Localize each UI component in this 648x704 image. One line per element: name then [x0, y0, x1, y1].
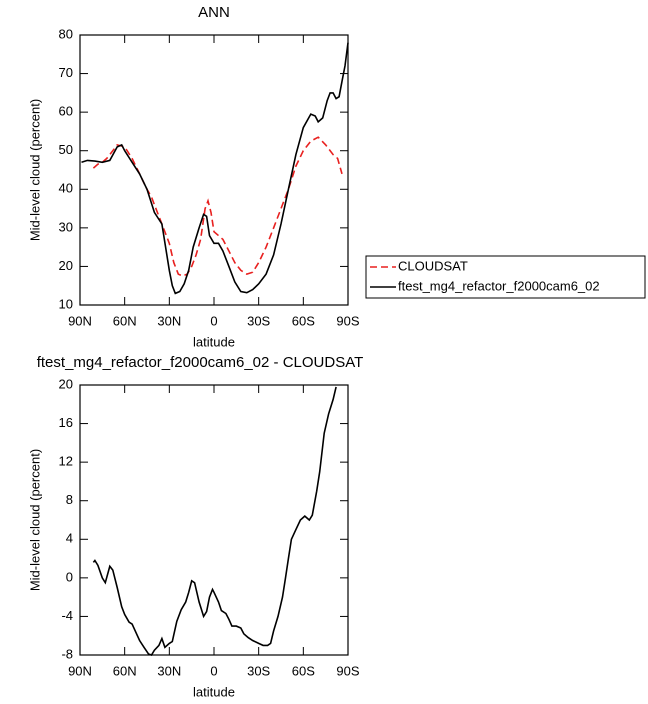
x-tick-label: 30N [157, 313, 181, 328]
y-tick-label: 40 [59, 181, 73, 196]
y-tick-label: 60 [59, 104, 73, 119]
x-tick-label: 30S [247, 313, 270, 328]
data-line [92, 386, 337, 656]
data-line [92, 136, 343, 277]
y-tick-label: 16 [59, 415, 73, 430]
x-tick-label: 30S [247, 663, 270, 678]
x-tick-label: 60S [292, 663, 315, 678]
x-tick-label: 90S [336, 663, 359, 678]
y-tick-label: 12 [59, 454, 73, 469]
x-tick-label: 60N [113, 313, 137, 328]
x-tick-label: 90N [68, 313, 92, 328]
legend-label: ftest_mg4_refactor_f2000cam6_02 [398, 278, 600, 293]
y-tick-label: 4 [66, 531, 73, 546]
legend-label: CLOUDSAT [398, 258, 468, 273]
x-tick-label: 30N [157, 663, 181, 678]
y-tick-label: 50 [59, 142, 73, 157]
x-axis-label: latitude [193, 334, 235, 349]
y-tick-label: -8 [61, 646, 73, 661]
data-line [81, 42, 349, 295]
chart-title: ftest_mg4_refactor_f2000cam6_02 - CLOUDS… [37, 354, 364, 371]
y-axis-label: Mid-level cloud (percent) [27, 449, 42, 591]
x-tick-label: 90N [68, 663, 92, 678]
legend-box [365, 255, 646, 299]
y-tick-label: 80 [59, 26, 73, 41]
y-tick-label: -4 [61, 608, 73, 623]
y-tick-label: 70 [59, 65, 73, 80]
y-tick-label: 8 [66, 492, 73, 507]
y-tick-label: 30 [59, 219, 73, 234]
y-tick-label: 0 [66, 569, 73, 584]
x-tick-label: 0 [210, 663, 217, 678]
y-tick-label: 10 [59, 296, 73, 311]
x-tick-label: 60N [113, 663, 137, 678]
x-tick-label: 60S [292, 313, 315, 328]
plot-frame [79, 34, 349, 306]
y-axis-label: Mid-level cloud (percent) [27, 99, 42, 241]
y-tick-label: 20 [59, 376, 73, 391]
x-axis-label: latitude [193, 684, 235, 699]
x-tick-label: 0 [210, 313, 217, 328]
y-tick-label: 20 [59, 258, 73, 273]
chart-title: ANN [198, 4, 230, 21]
x-tick-label: 90S [336, 313, 359, 328]
plot-frame [79, 384, 349, 656]
